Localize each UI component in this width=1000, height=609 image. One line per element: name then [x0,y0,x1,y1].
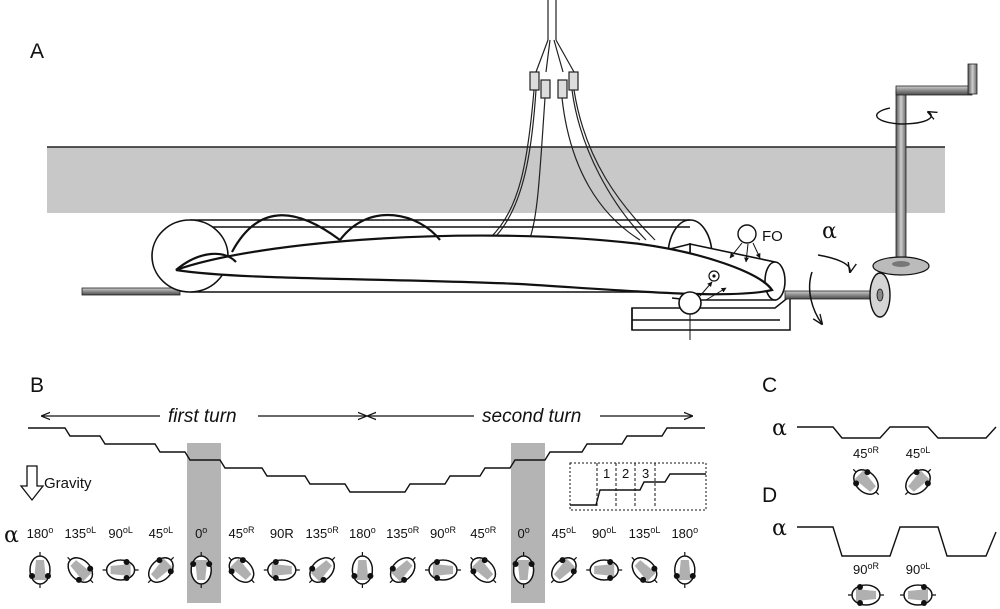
angle-label: 180o [349,525,376,541]
angle-label: 0o [195,525,207,541]
inset-step-1: 1 [603,466,610,481]
angle-label: 45oL [906,445,930,461]
left-rod [81,287,181,296]
panel-d-angle-labels: 90oR 90oL [853,561,930,577]
panel-d-trace [797,526,997,557]
water-tank [47,147,945,213]
panel-a-label: A [30,40,44,63]
electrode-cables [489,0,656,241]
eye-light [678,270,727,340]
panel-c-alpha-label: α [772,416,787,441]
fish-orientation-icon [29,552,51,588]
angle-label: 45oL [149,525,173,541]
panel-c-angle-labels: 45oR 45oL [853,445,930,461]
fish-orientation-icon [190,552,213,588]
fish-orientation-icon [102,559,139,581]
trace-inset: 1 2 3 [569,462,707,511]
angle-label: 45oL [552,525,576,541]
gravity-arrow-icon [19,465,45,502]
angle-label: 45oR [470,525,496,541]
fish-orientation-icon [389,556,416,584]
fish-orientation-icon [631,556,658,584]
fiber-optic: FO [729,224,783,263]
fish-orientation-icon [673,552,696,588]
panel-d-label: D [762,484,777,507]
panel-b-fish-icons [29,552,696,588]
fish-orientation-icon [308,556,336,584]
panel-a: A [30,0,978,340]
eye-icon [678,291,702,315]
angle-label: 90R [270,526,294,541]
angle-label: 0o [517,525,529,541]
panel-b-label: B [30,374,44,397]
fish-body [175,213,774,296]
first-turn-label: first turn [168,406,237,427]
fish-orientation-icon [848,584,884,606]
panel-b: B first turn second turn 1 2 3 Gravity α [4,374,707,603]
alpha-rotation-label: α [822,219,837,244]
panel-c: C α 45oR 45oL [762,374,997,496]
crank-rotation-arrow [876,107,932,125]
panel-b-alpha-label: α [4,523,19,548]
fish-orientation-icon [67,556,94,584]
panel-c-trace [797,426,997,439]
right-rod [784,290,881,300]
angle-label: 135oR [305,525,339,541]
angle-label: 90oR [430,525,456,541]
panel-b-angle-labels: 180o 135oL 90oL 45oL 0o 45oR 90R 135oR 180o 135oR… [27,525,699,541]
fish-orientation-icon [263,559,300,581]
angle-label: 135oL [629,525,661,541]
angle-label: 135oR [386,525,420,541]
alpha-arrow-top [817,254,850,272]
fish-orientation-icon [512,552,535,588]
fish-orientation-icon [147,556,175,584]
head-platform [631,294,791,331]
gravity-label: Gravity [44,475,92,492]
fish-orientation-icon [228,556,255,584]
angle-label: 45oR [229,525,255,541]
fish-orientation-icon [900,584,936,606]
fish-orientation-icon [852,468,880,496]
fish-orientation-icon [586,559,623,581]
angle-label: 45oR [853,445,879,461]
angle-label: 180o [671,525,698,541]
angle-label: 135oL [64,525,96,541]
alpha-step-trace [28,427,705,493]
inset-step-3: 3 [642,466,649,481]
fish-orientation-icon [425,559,461,581]
panel-d: D α 90oR 90oL [762,484,997,606]
panel-d-fish-icons [848,584,936,606]
angle-label: 180o [27,525,54,541]
panel-d-alpha-label: α [772,516,787,541]
inset-step-2: 2 [622,466,629,481]
alpha-arrow-bottom [808,271,822,324]
fish-orientation-icon [470,556,497,584]
rotation-crank [872,63,978,276]
angle-label: 90oL [592,525,616,541]
fish-orientation-icon [351,552,374,588]
fiber-optic-icon [737,224,757,244]
panel-c-label: C [762,374,777,397]
second-turn-label: second turn [482,406,581,427]
angle-label: 90oL [906,561,930,577]
angle-label: 90oR [853,561,879,577]
fish-orientation-icon [550,556,578,584]
panel-c-fish-icons [852,468,932,496]
fo-label: FO [762,228,783,245]
angle-label: 90oL [108,525,132,541]
fish-orientation-icon [904,468,932,496]
